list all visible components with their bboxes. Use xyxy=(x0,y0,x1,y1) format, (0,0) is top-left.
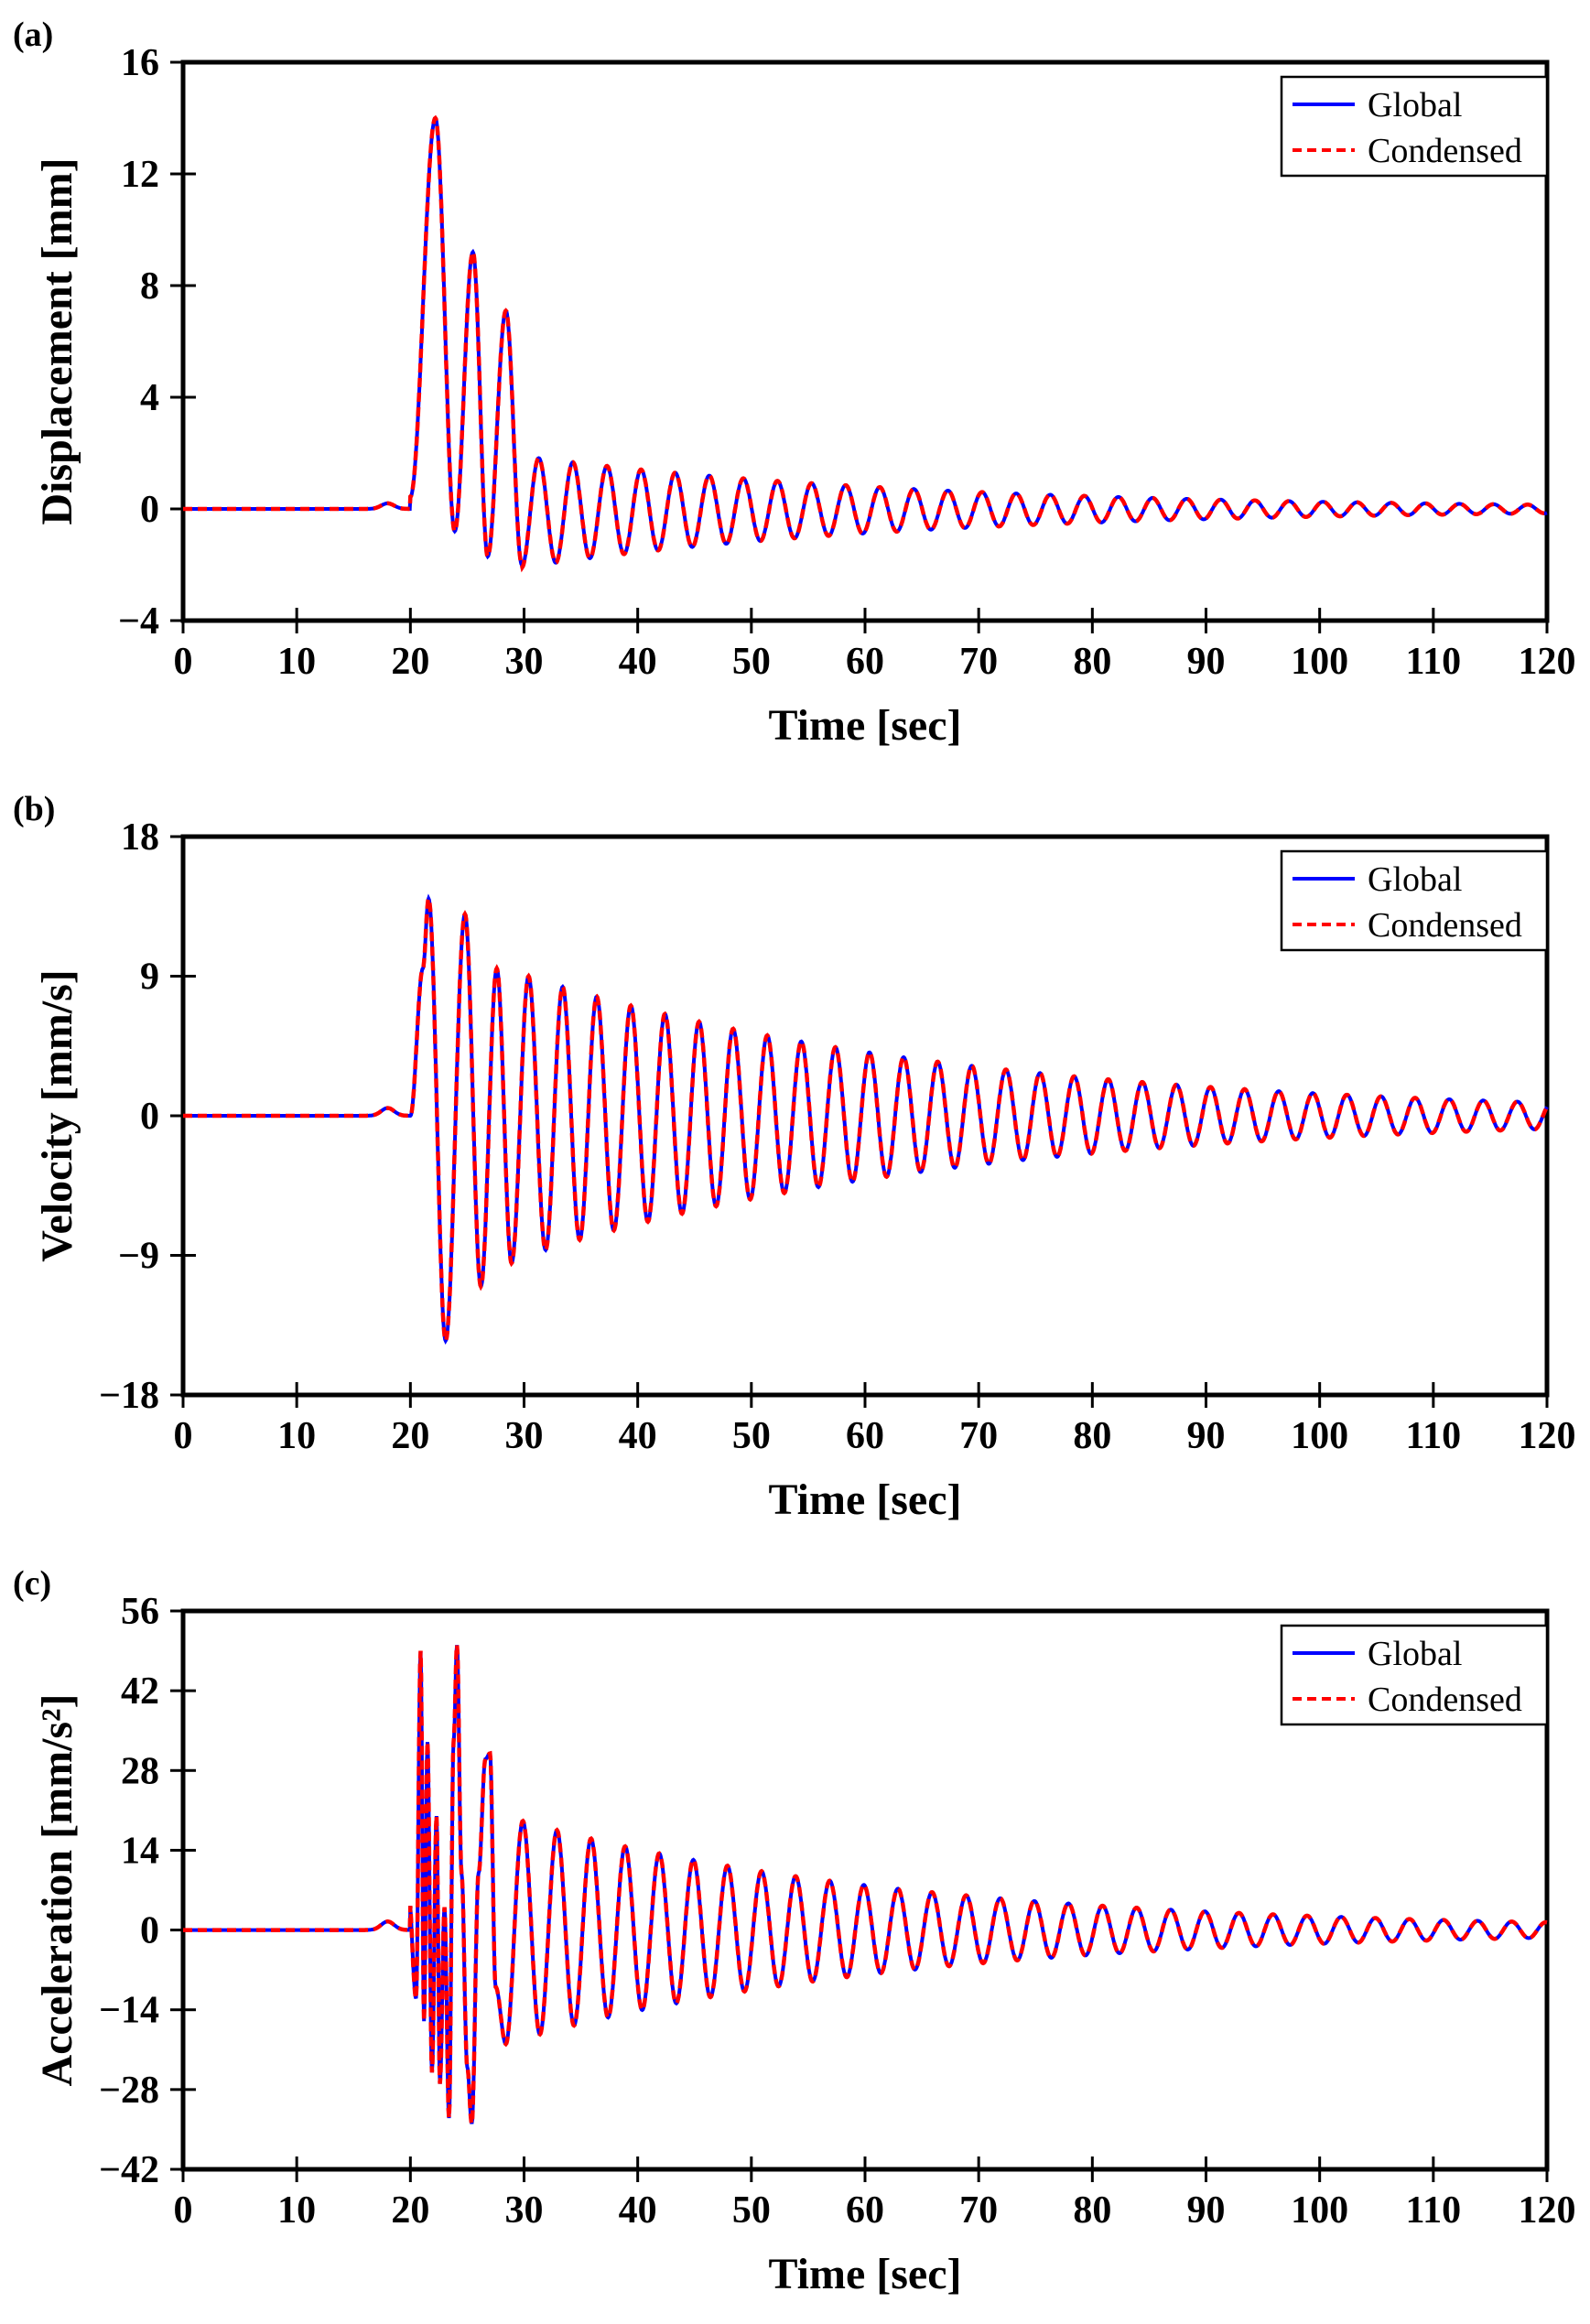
x-tick-label: 0 xyxy=(174,2189,193,2232)
y-tick-label: 14 xyxy=(121,1830,159,1872)
x-tick-label: 50 xyxy=(732,1415,771,1457)
legend-label: Global xyxy=(1368,1635,1462,1673)
chart-c: (c) 0 10 20 30 40 50 60 70 80 90 100 110 120 −42 −28 −14… xyxy=(13,1564,1576,2298)
series-line-global xyxy=(183,115,1548,572)
y-tick-label: 0 xyxy=(140,1096,159,1138)
y-tick-label: 0 xyxy=(140,1910,159,1952)
x-tick-label: 40 xyxy=(619,1415,657,1457)
series-line-global xyxy=(183,893,1549,1345)
y-tick-label: −4 xyxy=(118,600,159,643)
y-tick-label: 16 xyxy=(121,42,159,84)
x-tick-label: 60 xyxy=(846,641,884,683)
x-tick-label: 110 xyxy=(1405,1415,1461,1457)
series-line-condensed xyxy=(183,892,1550,1346)
x-axis-label: Time [sec] xyxy=(768,1475,961,1524)
x-tick-label: 100 xyxy=(1291,2189,1348,2232)
legend-label: Condensed xyxy=(1368,1681,1522,1719)
y-tick-label: 9 xyxy=(140,957,159,999)
panel-label: (b) xyxy=(13,790,55,828)
x-tick-label: 0 xyxy=(174,1415,193,1457)
y-tick-label: −14 xyxy=(99,1990,159,2032)
x-tick-label: 110 xyxy=(1405,641,1461,683)
legend-label: Condensed xyxy=(1368,906,1522,945)
x-tick-label: 90 xyxy=(1187,1415,1226,1457)
x-tick-label: 50 xyxy=(732,641,771,683)
x-tick-label: 40 xyxy=(619,641,657,683)
y-axis-label: Acceleration [mm/s²] xyxy=(33,1694,81,2087)
y-tick-label: −28 xyxy=(99,2070,159,2112)
panel-b: (b) 0 10 20 30 40 50 60 70 80 90 100 110 120 −18 −9 0 9 18… xyxy=(0,774,1590,1549)
legend-label: Global xyxy=(1368,86,1462,124)
x-tick-label: 100 xyxy=(1291,1415,1348,1457)
x-tick-label: 10 xyxy=(277,2189,316,2232)
legend-box xyxy=(1280,75,1549,178)
x-tick-label: 80 xyxy=(1073,2189,1111,2232)
y-tick-label: 42 xyxy=(121,1670,159,1713)
series-line-condensed xyxy=(183,1645,1548,2124)
x-tick-label: 90 xyxy=(1187,641,1226,683)
panel-label: (c) xyxy=(13,1564,51,1603)
x-axis-label: Time [sec] xyxy=(768,2250,961,2298)
y-tick-label: 8 xyxy=(140,265,159,308)
chart-b: (b) 0 10 20 30 40 50 60 70 80 90 100 110 120 −18 −9 0 9 18… xyxy=(13,790,1576,1524)
y-tick-label: −18 xyxy=(99,1375,159,1417)
legend-box xyxy=(1280,849,1549,952)
x-tick-label: 70 xyxy=(959,2189,998,2232)
x-tick-label: 120 xyxy=(1519,641,1576,683)
x-tick-label: 50 xyxy=(732,2189,771,2232)
x-tick-label: 80 xyxy=(1073,1415,1111,1457)
x-tick-label: 0 xyxy=(174,641,193,683)
x-tick-label: 30 xyxy=(505,1415,544,1457)
x-tick-label: 20 xyxy=(391,641,429,683)
x-tick-label: 100 xyxy=(1291,641,1348,683)
x-tick-label: 20 xyxy=(391,2189,429,2232)
panel-label: (a) xyxy=(13,16,53,54)
y-tick-label: 0 xyxy=(140,489,159,531)
y-tick-label: 12 xyxy=(121,154,159,196)
x-tick-label: 10 xyxy=(277,641,316,683)
x-tick-label: 70 xyxy=(959,1415,998,1457)
y-axis-label: Velocity [mm/s] xyxy=(33,969,81,1261)
x-tick-label: 20 xyxy=(391,1415,429,1457)
series-line-condensed xyxy=(183,114,1548,573)
y-tick-label: −9 xyxy=(118,1236,159,1278)
legend-label: Condensed xyxy=(1368,132,1522,170)
x-tick-label: 80 xyxy=(1073,641,1111,683)
x-tick-label: 110 xyxy=(1405,2189,1461,2232)
y-tick-label: −42 xyxy=(99,2149,159,2191)
x-tick-label: 120 xyxy=(1519,1415,1576,1457)
x-tick-label: 70 xyxy=(959,641,998,683)
panel-c: (c) 0 10 20 30 40 50 60 70 80 90 100 110 120 −42 −28 −14… xyxy=(0,1549,1590,2323)
x-tick-label: 60 xyxy=(846,2189,884,2232)
x-tick-label: 30 xyxy=(505,2189,544,2232)
chart-a: (a) 0 10 20 30 40 50 60 70 80 90 100 110 120 −4 0 4 8 12 16… xyxy=(13,16,1576,750)
x-tick-label: 10 xyxy=(277,1415,316,1457)
x-axis-label: Time [sec] xyxy=(768,701,961,750)
legend-label: Global xyxy=(1368,860,1462,899)
legend-box xyxy=(1280,1624,1549,1726)
y-tick-label: 28 xyxy=(121,1750,159,1792)
x-tick-label: 120 xyxy=(1519,2189,1576,2232)
y-tick-label: 4 xyxy=(140,377,159,419)
x-tick-label: 90 xyxy=(1187,2189,1226,2232)
panel-a: (a) 0 10 20 30 40 50 60 70 80 90 100 110 120 −4 0 4 8 12 16… xyxy=(0,0,1590,774)
x-tick-label: 30 xyxy=(505,641,544,683)
x-tick-label: 60 xyxy=(846,1415,884,1457)
y-tick-label: 18 xyxy=(121,816,159,859)
y-axis-label: Displacement [mm] xyxy=(33,157,81,524)
x-tick-label: 40 xyxy=(619,2189,657,2232)
y-tick-label: 56 xyxy=(121,1591,159,1633)
